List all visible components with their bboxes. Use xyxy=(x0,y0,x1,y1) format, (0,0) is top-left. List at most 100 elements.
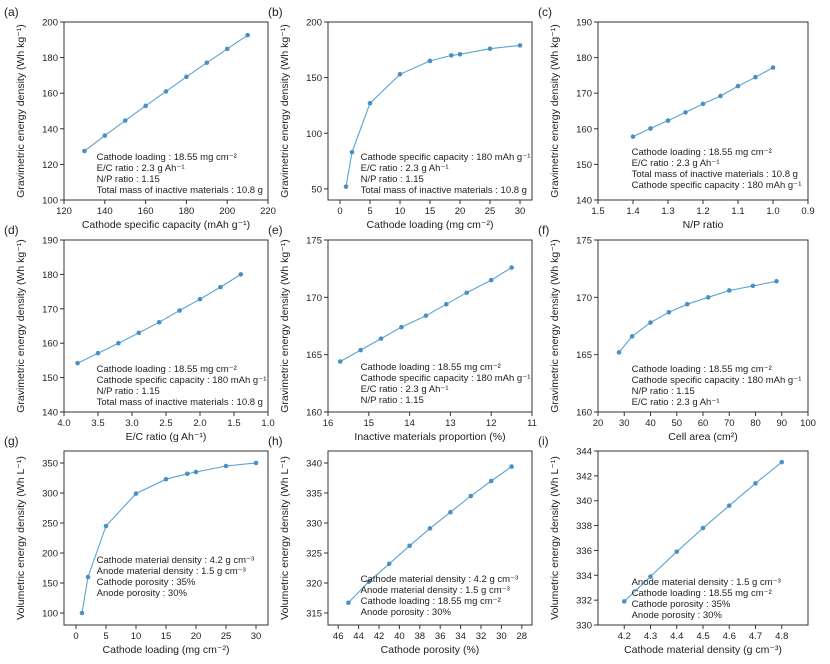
annotation-line: Cathode loading : 18.55 mg cm⁻² xyxy=(632,364,772,375)
series-line xyxy=(77,273,242,364)
data-point xyxy=(750,283,756,289)
x-tick-label: 4.8 xyxy=(775,631,788,642)
x-tick-label: 3.0 xyxy=(125,418,138,429)
y-axis-label: Gravimetric energy density (Wh kg⁻¹) xyxy=(549,24,561,198)
annotation-line: N/P ratio : 1.15 xyxy=(361,174,424,185)
x-tick-label: 30 xyxy=(619,418,630,429)
y-axis-label: Volumetric energy density (Wh L⁻¹) xyxy=(15,456,27,620)
data-point xyxy=(103,523,109,529)
chart-panel-b: 0 5 10 15 20 25 30 50 100 150 200 (b) Cathode loadin… xyxy=(268,5,533,231)
x-tick-label: 80 xyxy=(750,418,761,429)
x-tick-label: 38 xyxy=(415,631,426,642)
data-point xyxy=(185,471,190,477)
data-point xyxy=(367,100,373,106)
x-tick-label: 70 xyxy=(724,418,735,429)
annotation-line: E/C ratio : 2.3 g Ah⁻¹ xyxy=(361,384,449,395)
x-axis-label: Cathode loading (mg cm⁻²) xyxy=(367,219,494,231)
x-axis-label: Cathode specific capacity (mAh g⁻¹) xyxy=(82,219,250,231)
y-tick-label: 180 xyxy=(576,53,592,64)
data-point xyxy=(184,74,189,80)
data-point xyxy=(399,324,404,330)
panel-label: (e) xyxy=(268,223,283,237)
x-tick-label: 2.5 xyxy=(159,418,172,429)
x-tick-label: 28 xyxy=(517,631,528,642)
data-point xyxy=(223,463,229,469)
data-point xyxy=(163,476,169,482)
x-tick-label: 140 xyxy=(97,206,113,217)
y-tick-label: 344 xyxy=(576,447,592,458)
y-tick-label: 160 xyxy=(576,124,592,135)
data-point xyxy=(726,503,732,508)
y-axis-label: Gravimetric energy density (Wh kg⁻¹) xyxy=(549,239,561,413)
data-point xyxy=(648,126,653,131)
panel-label: (i) xyxy=(538,434,549,448)
y-tick-label: 170 xyxy=(42,304,58,315)
data-point xyxy=(386,561,392,567)
data-point xyxy=(700,525,706,531)
annotation-line: Total mass of inactive materials : 10.8 … xyxy=(361,185,527,196)
y-tick-label: 300 xyxy=(42,489,58,500)
data-point xyxy=(82,148,87,154)
x-tick-label: 16 xyxy=(323,418,334,429)
y-tick-label: 150 xyxy=(306,73,322,84)
y-tick-label: 150 xyxy=(42,579,58,590)
data-point xyxy=(648,574,653,579)
data-point xyxy=(122,118,128,123)
x-axis-label: E/C ratio (g Ah⁻¹) xyxy=(126,431,207,443)
x-tick-label: 4.4 xyxy=(670,631,683,642)
y-tick-label: 175 xyxy=(576,236,592,247)
x-tick-label: 20 xyxy=(455,206,466,217)
y-tick-label: 150 xyxy=(576,160,592,171)
data-point xyxy=(487,46,493,51)
y-tick-label: 100 xyxy=(42,196,58,207)
annotation-line: E/C ratio : 2.3 g Ah⁻¹ xyxy=(361,163,449,174)
x-tick-label: 46 xyxy=(333,631,344,642)
x-tick-label: 12 xyxy=(486,418,497,429)
plot-frame xyxy=(327,239,533,413)
y-tick-label: 160 xyxy=(306,408,322,419)
plot-frame xyxy=(597,239,809,413)
x-tick-label: 4.7 xyxy=(749,631,762,642)
x-tick-label: 180 xyxy=(178,206,194,217)
data-point xyxy=(666,309,672,315)
data-point xyxy=(366,579,372,585)
y-tick-label: 100 xyxy=(306,129,322,140)
x-tick-label: 4.3 xyxy=(644,631,657,642)
y-tick-label: 120 xyxy=(42,160,58,171)
data-point xyxy=(468,493,474,499)
panel-label: (a) xyxy=(4,5,19,19)
y-tick-label: 180 xyxy=(42,270,58,281)
data-point xyxy=(349,149,355,155)
y-tick-label: 140 xyxy=(42,124,58,135)
data-point xyxy=(85,574,91,580)
y-tick-label: 200 xyxy=(42,549,58,560)
data-point xyxy=(193,469,199,475)
data-point xyxy=(464,290,470,296)
x-tick-label: 11 xyxy=(527,418,537,429)
data-point xyxy=(774,278,779,284)
data-point xyxy=(427,58,433,64)
data-point xyxy=(346,600,351,606)
y-tick-label: 350 xyxy=(42,459,58,470)
data-point xyxy=(509,464,514,469)
x-tick-label: 120 xyxy=(56,206,72,217)
data-point xyxy=(648,320,653,325)
x-tick-label: 220 xyxy=(260,206,276,217)
y-tick-label: 330 xyxy=(576,621,592,632)
data-point xyxy=(116,340,121,346)
annotation-line: Cathode material density : 4.2 g cm⁻³ xyxy=(361,574,519,585)
x-tick-label: 1.0 xyxy=(261,418,274,429)
data-point xyxy=(427,526,433,531)
annotation-line: Anode porosity : 30% xyxy=(97,588,188,599)
x-axis-label: Inactive materials proportion (%) xyxy=(354,431,505,443)
annotation-line: Cathode specific capacity : 180 mAh g⁻¹ xyxy=(361,152,531,163)
data-point xyxy=(735,83,741,89)
x-tick-label: 25 xyxy=(221,631,232,642)
y-tick-label: 140 xyxy=(42,408,58,419)
data-point xyxy=(665,118,671,123)
data-point xyxy=(705,295,711,300)
annotation-line: Anode material density : 1.5 g cm⁻³ xyxy=(361,585,510,596)
data-point xyxy=(753,481,758,486)
annotation-line: Cathode loading : 18.55 mg cm⁻² xyxy=(361,596,501,607)
x-tick-label: 40 xyxy=(394,631,405,642)
